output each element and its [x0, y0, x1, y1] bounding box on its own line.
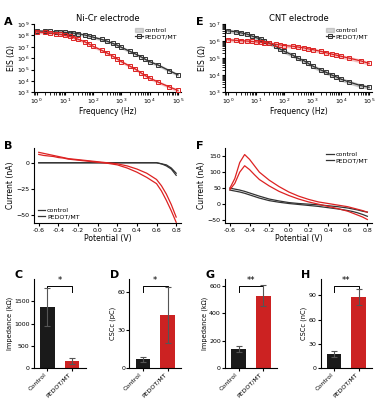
X-axis label: Potential (V): Potential (V) — [83, 234, 131, 243]
Bar — [136, 359, 150, 368]
Y-axis label: Current (nA): Current (nA) — [197, 162, 206, 210]
Legend: control, PEDOT/MT: control, PEDOT/MT — [135, 27, 178, 40]
Y-axis label: CSCc (pC): CSCc (pC) — [109, 307, 116, 340]
Text: **: ** — [342, 276, 351, 286]
Title: CNT electrode: CNT electrode — [269, 14, 329, 23]
Bar — [160, 315, 175, 368]
Legend: control, PEDOT/MT: control, PEDOT/MT — [37, 207, 80, 220]
Text: **: ** — [247, 276, 255, 286]
Text: C: C — [14, 270, 22, 280]
Bar — [231, 349, 246, 368]
Y-axis label: CSCc (nC): CSCc (nC) — [301, 307, 307, 340]
Y-axis label: Current (nA): Current (nA) — [6, 162, 15, 210]
X-axis label: Frequency (Hz): Frequency (Hz) — [270, 107, 327, 116]
Bar — [327, 354, 341, 368]
Bar — [256, 296, 270, 368]
Y-axis label: Impedance (kΩ): Impedance (kΩ) — [201, 297, 208, 350]
Bar — [351, 297, 366, 368]
Legend: control, PEDOT/MT: control, PEDOT/MT — [326, 151, 369, 164]
Y-axis label: Impedance (kΩ): Impedance (kΩ) — [6, 297, 13, 350]
Text: *: * — [58, 276, 62, 286]
Bar — [65, 361, 79, 368]
X-axis label: Potential (V): Potential (V) — [275, 234, 323, 243]
Text: *: * — [153, 276, 158, 286]
Text: H: H — [301, 270, 310, 280]
Y-axis label: EIS (Ω): EIS (Ω) — [7, 45, 16, 71]
Text: A: A — [5, 17, 13, 27]
Bar — [40, 307, 55, 368]
Text: E: E — [196, 17, 203, 27]
Text: D: D — [110, 270, 119, 280]
Text: B: B — [5, 141, 13, 151]
Title: Ni-Cr electrode: Ni-Cr electrode — [76, 14, 139, 23]
Text: G: G — [205, 270, 214, 280]
Text: F: F — [196, 141, 203, 151]
Y-axis label: EIS (Ω): EIS (Ω) — [198, 45, 207, 71]
Legend: control, PEDOT/MT: control, PEDOT/MT — [326, 27, 369, 40]
X-axis label: Frequency (Hz): Frequency (Hz) — [79, 107, 136, 116]
